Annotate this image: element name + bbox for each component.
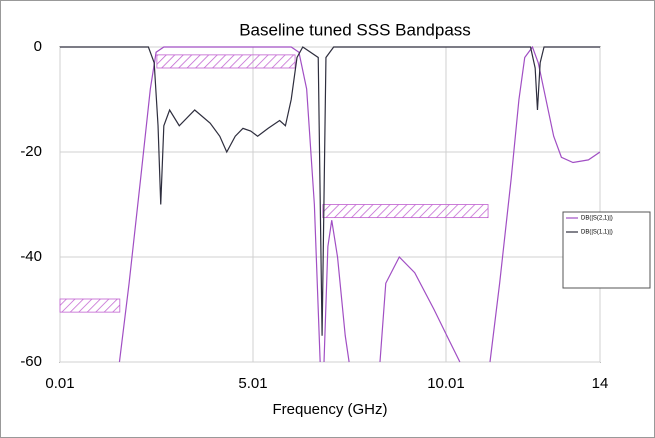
series-line (118, 46, 600, 363)
x-axis-label: Frequency (GHz) (272, 401, 387, 418)
legend-label: DB(|S(2,1)|) (581, 216, 613, 222)
legend-label: DB(|S(1,1)|) (581, 230, 613, 236)
x-tick-label: 14 (592, 375, 609, 392)
x-tick-label: 10.01 (427, 375, 465, 392)
mask (322, 204, 489, 219)
x-tick-label: 5.01 (238, 375, 267, 392)
chart-title: Baseline tuned SSS Bandpass (239, 20, 471, 39)
mask (156, 54, 296, 69)
y-tick-label: -20 (20, 143, 42, 160)
y-tick-label: -40 (20, 248, 42, 265)
y-tick-label: 0 (34, 38, 42, 55)
y-tick-label: -60 (20, 353, 42, 370)
series-line (60, 46, 600, 336)
mask (59, 298, 121, 313)
x-tick-label: 0.01 (45, 375, 74, 392)
legend (562, 211, 651, 289)
